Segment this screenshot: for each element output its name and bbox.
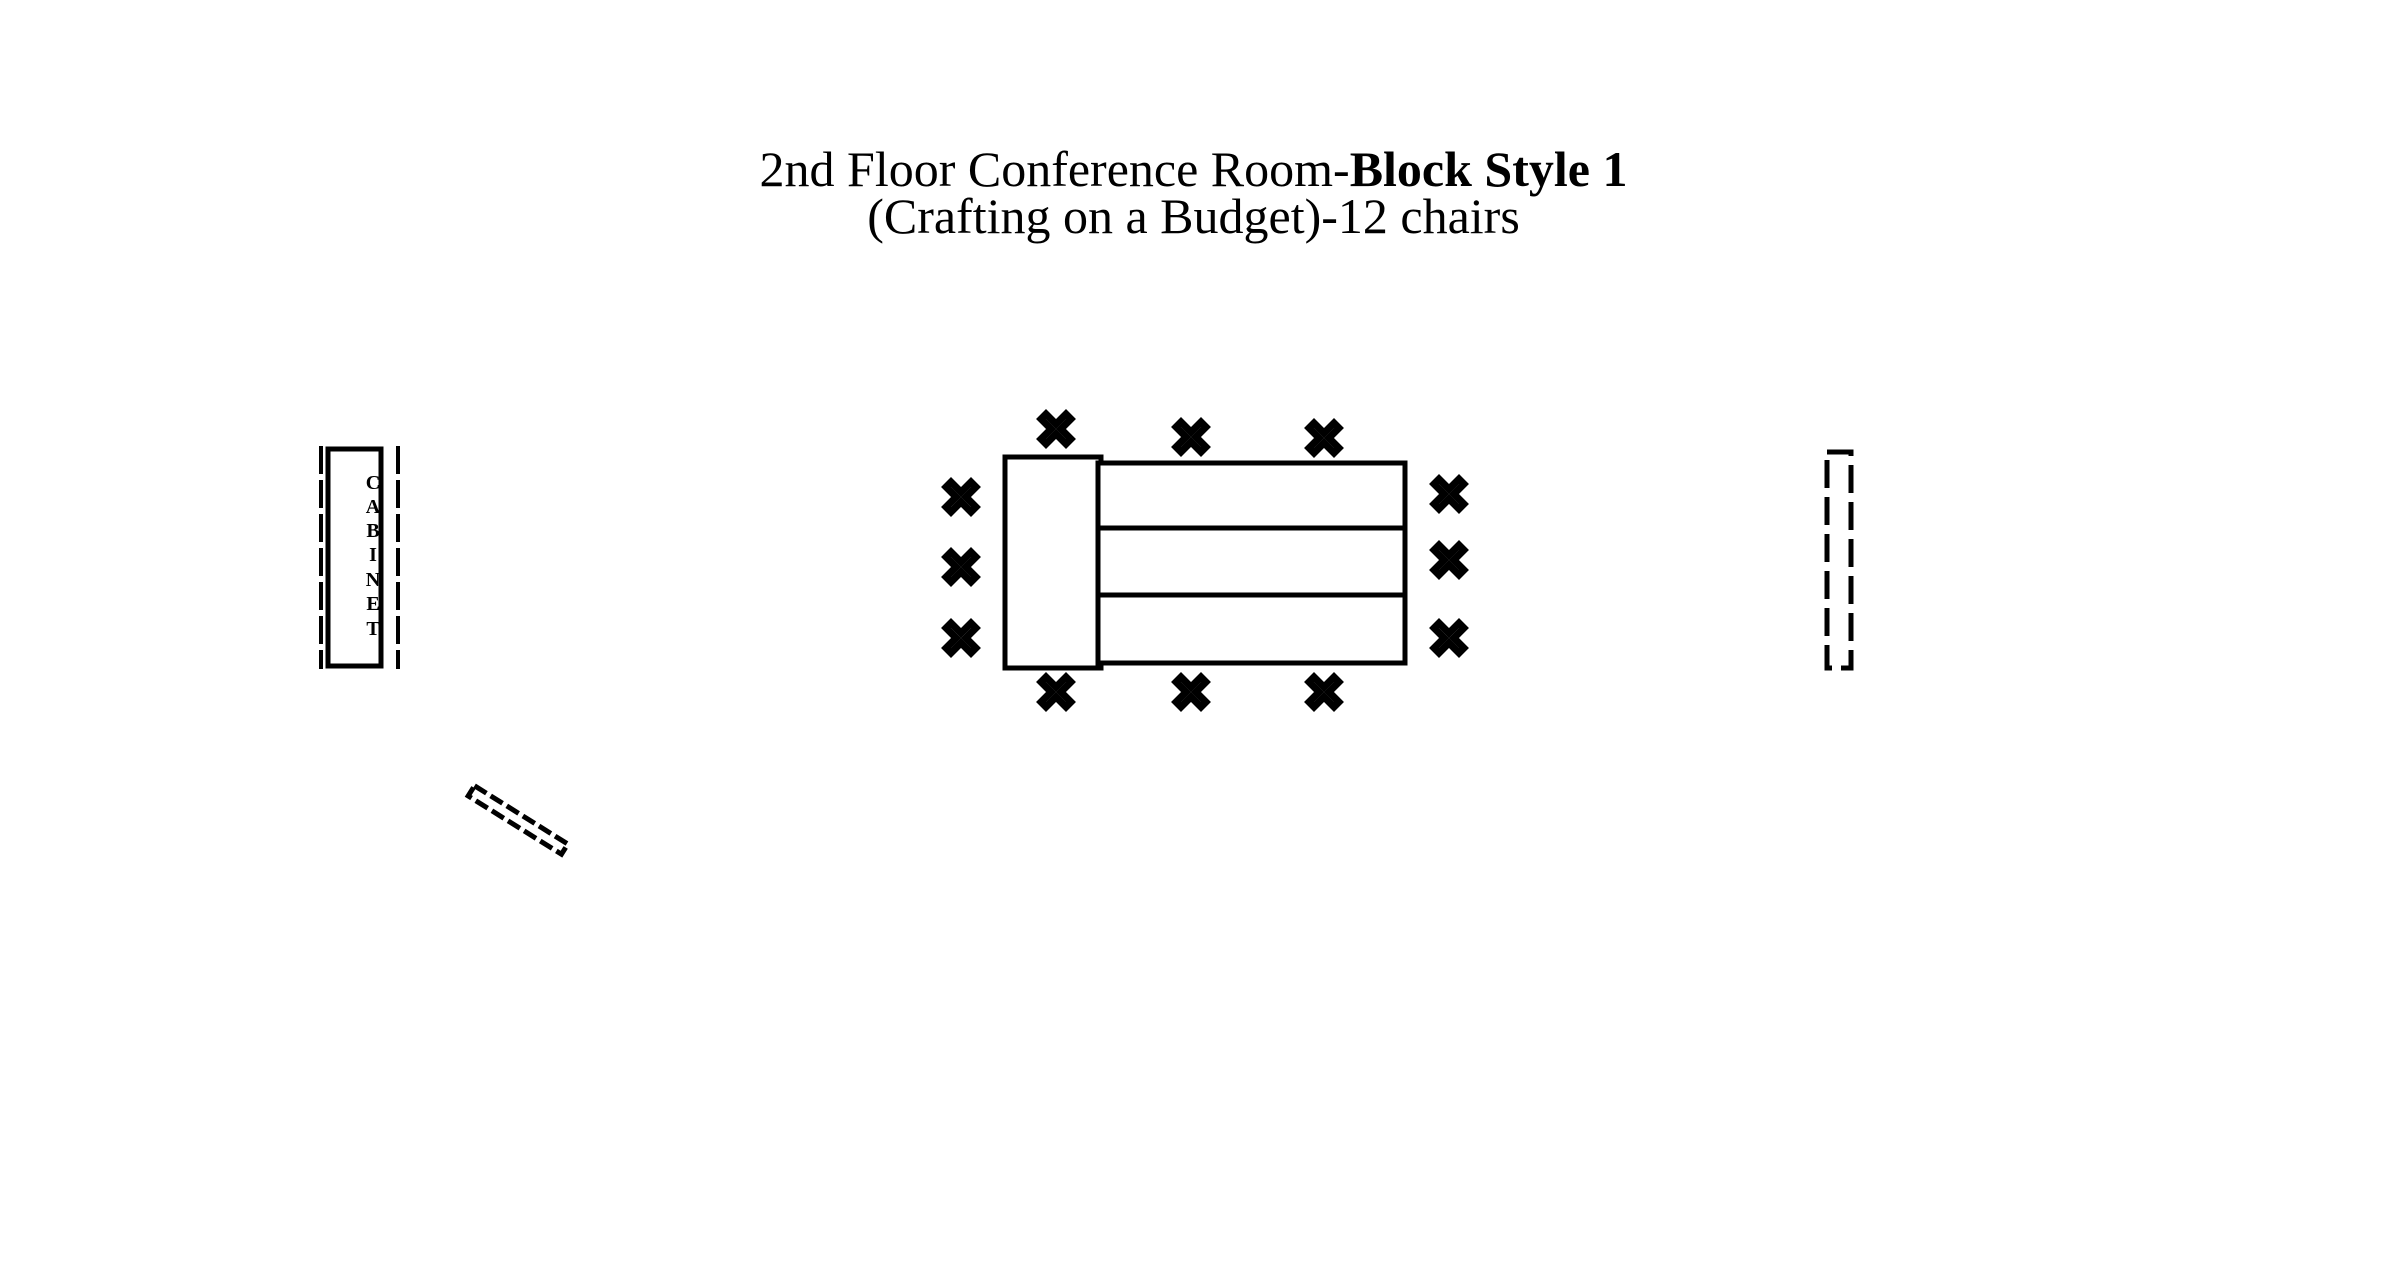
block-table: [1002, 454, 1408, 671]
chair-icon: [1176, 677, 1206, 707]
cabinet-letter: I: [369, 544, 377, 566]
table-row: [1095, 592, 1408, 666]
title-line-2: (Crafting on a Budget)-12 chairs: [867, 188, 1520, 244]
table-row: [1095, 525, 1408, 598]
cabinet-letter: T: [366, 618, 380, 640]
table-row: [1095, 460, 1408, 531]
title-line-1: 2nd Floor Conference Room-Block Style 1: [0, 144, 2387, 194]
chair-icon: [1434, 479, 1464, 509]
chair-icon: [946, 552, 976, 582]
chair-icon: [1434, 545, 1464, 575]
chair-icon: [1309, 677, 1339, 707]
table-end: [1002, 454, 1104, 671]
cabinet-body: [325, 446, 384, 669]
cabinet: C A B I N E T: [319, 446, 400, 669]
cabinet-letter: B: [366, 520, 379, 542]
cabinet-letter: A: [366, 496, 381, 518]
title-style-name: Block Style 1: [1349, 141, 1628, 197]
title-room-name: 2nd Floor Conference Room-: [759, 141, 1350, 197]
chair-icon: [1434, 623, 1464, 653]
cabinet-letter: N: [366, 569, 381, 591]
diagram-title: 2nd Floor Conference Room-Block Style 1 …: [0, 144, 2387, 244]
cabinet-letter: E: [366, 593, 379, 615]
chair-icon: [1041, 414, 1071, 444]
chair-icon: [1176, 422, 1206, 452]
right-wall-dashed-object: [1824, 449, 1854, 671]
diagonal-dashed-object: [464, 782, 572, 858]
diagonal-dashed-rect: [464, 782, 572, 858]
chair-icon: [946, 482, 976, 512]
cabinet-letter: C: [366, 472, 380, 494]
chair-icon: [1309, 423, 1339, 453]
chair-icon: [1041, 677, 1071, 707]
chair-icon: [946, 623, 976, 653]
